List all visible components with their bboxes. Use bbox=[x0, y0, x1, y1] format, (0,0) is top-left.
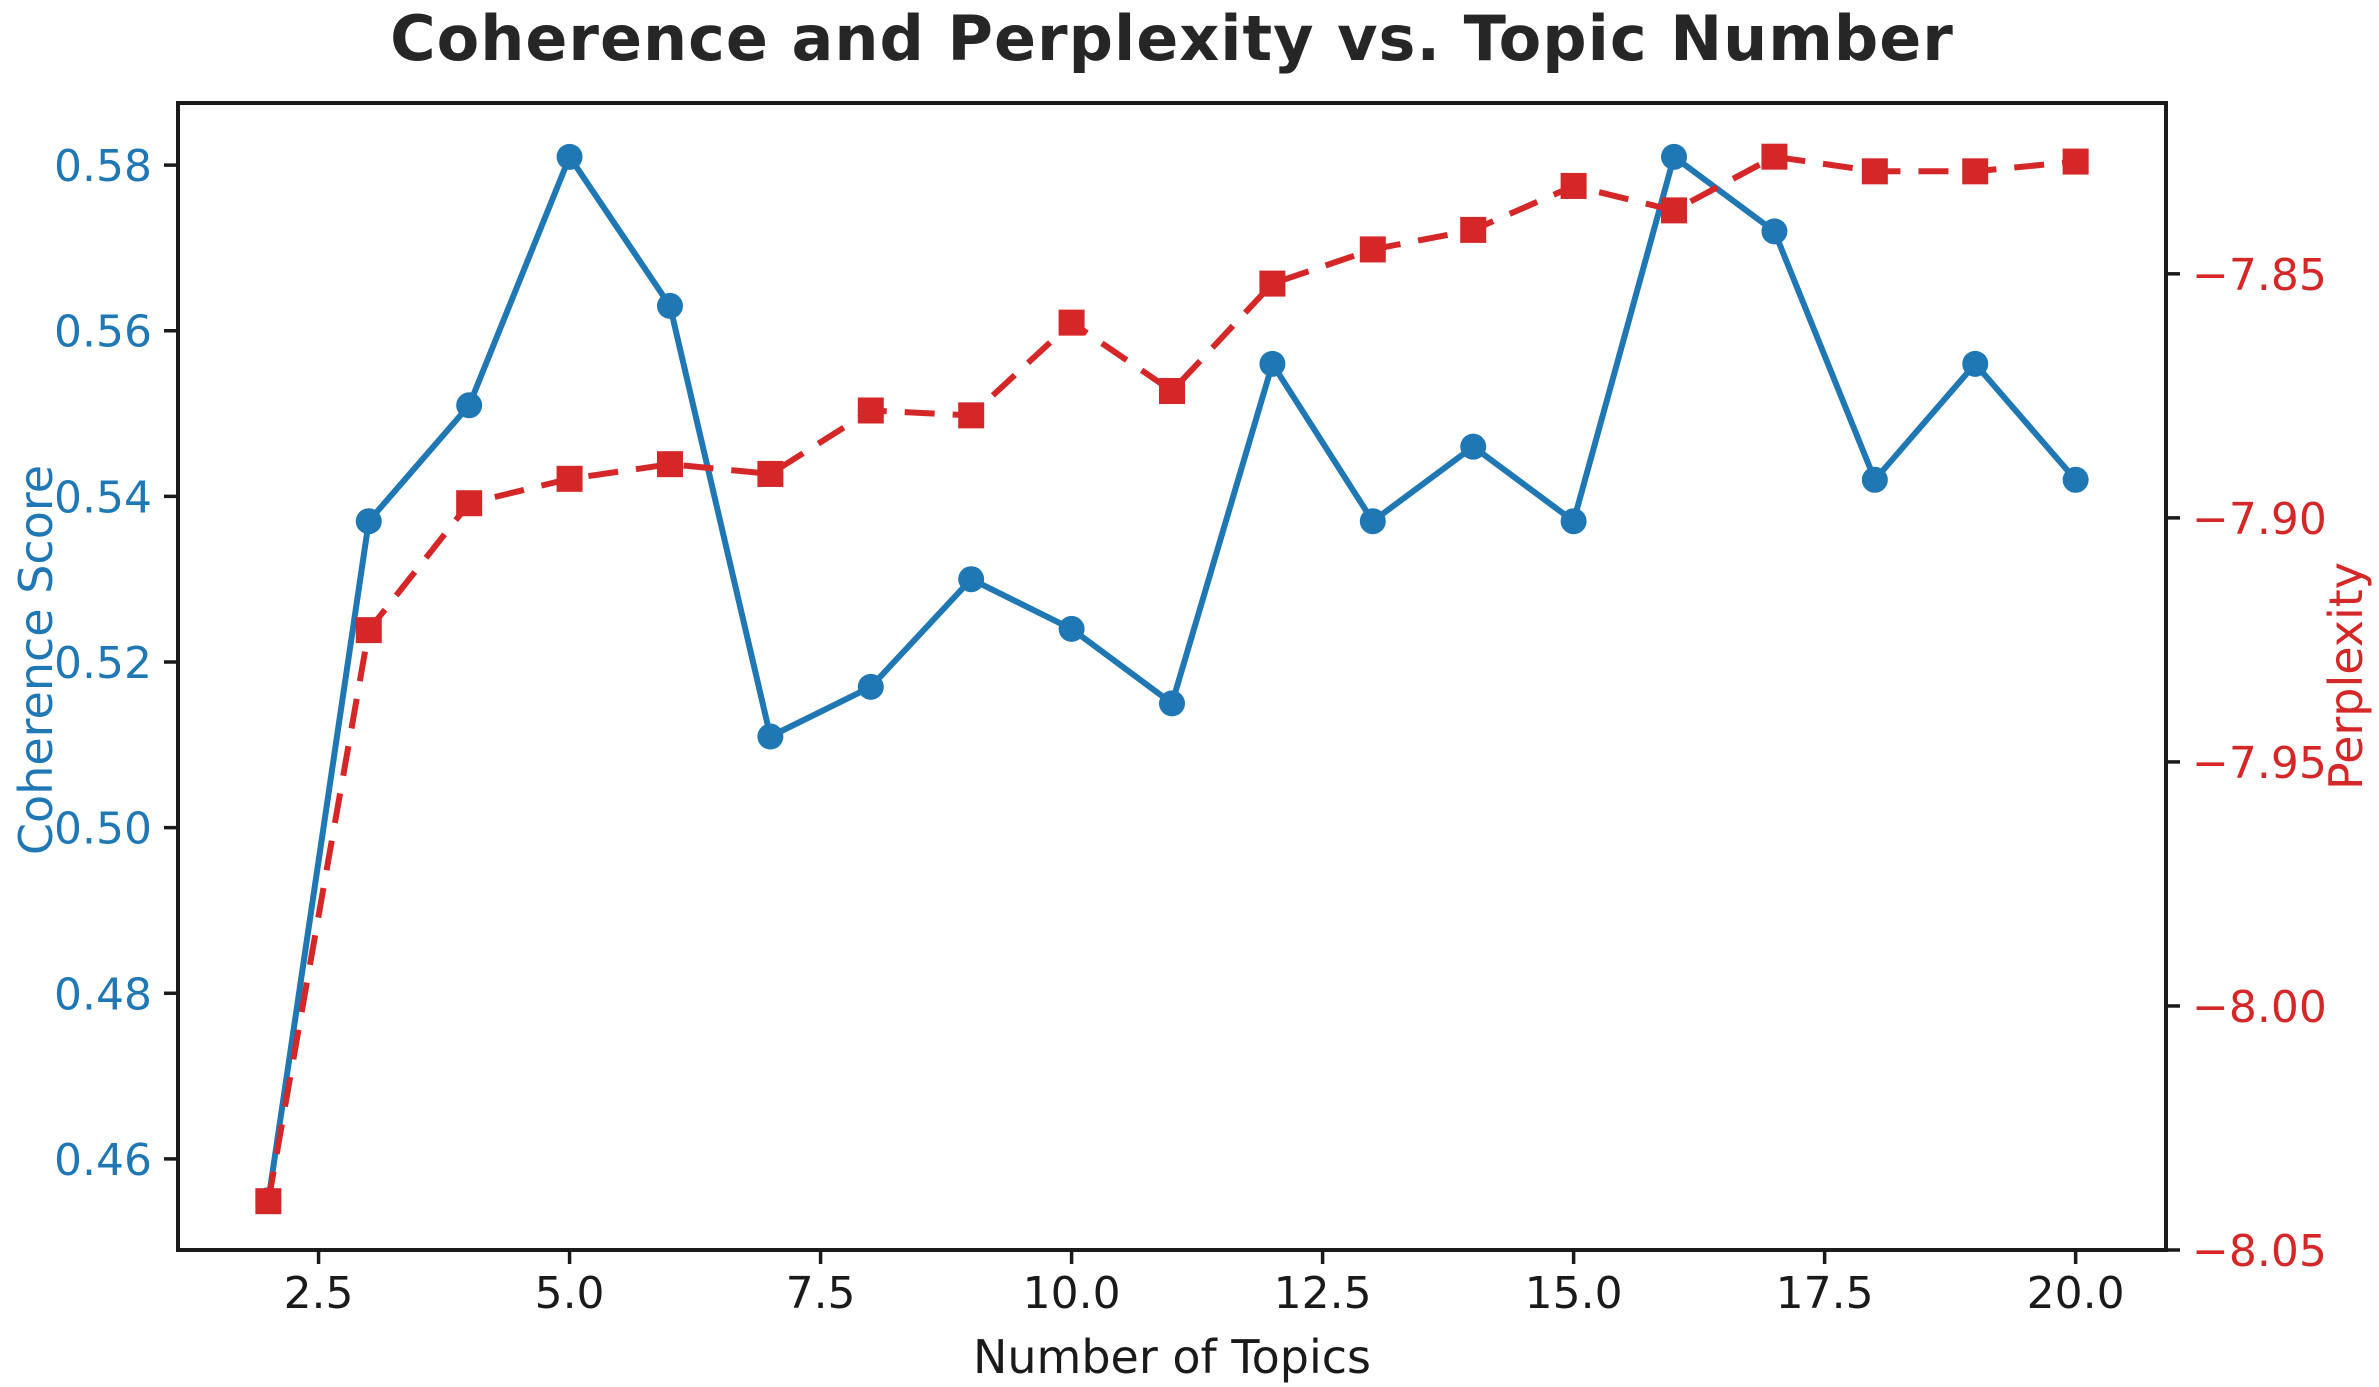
data-point-circle bbox=[1761, 218, 1788, 245]
data-point-circle bbox=[857, 673, 884, 700]
data-point-square bbox=[1460, 216, 1487, 243]
data-point-circle bbox=[355, 508, 382, 535]
plot-frame bbox=[176, 101, 2168, 1252]
left-tick-label: 0.56 bbox=[54, 307, 152, 358]
chart-title: Coherence and Perplexity vs. Topic Numbe… bbox=[390, 2, 1954, 75]
data-point-circle bbox=[1661, 143, 1688, 170]
left-tick-label: 0.54 bbox=[54, 472, 152, 523]
right-tick-label: −7.95 bbox=[2192, 738, 2327, 789]
data-point-circle bbox=[1058, 615, 1085, 642]
right-tick-label: −7.90 bbox=[2192, 494, 2327, 545]
data-point-circle bbox=[1861, 466, 1888, 493]
left-axis-ticks: 0.46 0.48 0.50 0.52 0.54 0.56 0.58 bbox=[54, 141, 178, 1186]
right-tick-label: −7.85 bbox=[2192, 250, 2327, 301]
data-point-square bbox=[1359, 236, 1386, 263]
x-tick-label: 10.0 bbox=[1023, 1268, 1121, 1319]
data-point-square bbox=[556, 465, 583, 492]
data-point-circle bbox=[456, 392, 483, 419]
data-point-square bbox=[355, 617, 382, 644]
coherence-score-line bbox=[265, 153, 2078, 1201]
coherence-score-markers bbox=[255, 143, 2089, 1214]
data-point-circle bbox=[656, 292, 683, 319]
x-tick-label: 2.5 bbox=[284, 1268, 354, 1319]
data-point-square bbox=[2062, 148, 2089, 175]
x-tick-label: 20.0 bbox=[2027, 1268, 2125, 1319]
data-point-square bbox=[255, 1188, 282, 1215]
data-point-square bbox=[1058, 309, 1085, 336]
data-point-square bbox=[1259, 270, 1286, 297]
x-tick-label: 5.0 bbox=[535, 1268, 605, 1319]
data-point-square bbox=[958, 402, 985, 429]
data-point-circle bbox=[1359, 508, 1386, 535]
data-point-square bbox=[456, 490, 483, 517]
x-tick-label: 7.5 bbox=[786, 1268, 856, 1319]
data-point-square bbox=[1661, 197, 1688, 224]
x-axis-ticks: 2.5 5.0 7.5 10.0 12.5 15.0 17.5 20.0 bbox=[284, 1250, 2125, 1319]
data-point-circle bbox=[1560, 508, 1587, 535]
perplexity-markers bbox=[255, 143, 2089, 1215]
data-point-circle bbox=[958, 566, 985, 593]
x-tick-label: 15.0 bbox=[1525, 1268, 1623, 1319]
left-tick-label: 0.48 bbox=[54, 969, 152, 1020]
data-point-circle bbox=[1962, 350, 1989, 377]
data-point-square bbox=[1560, 172, 1587, 199]
data-point-circle bbox=[1159, 690, 1185, 717]
data-point-circle bbox=[757, 723, 784, 750]
data-point-square bbox=[1861, 158, 1888, 185]
left-tick-label: 0.58 bbox=[54, 141, 152, 192]
right-axis-ticks: −8.05 −8.00 −7.95 −7.90 −7.85 bbox=[2166, 250, 2327, 1277]
x-tick-label: 17.5 bbox=[1776, 1268, 1874, 1319]
data-point-circle bbox=[1460, 433, 1487, 460]
data-point-circle bbox=[1259, 350, 1286, 377]
data-point-square bbox=[1761, 143, 1788, 170]
data-point-square bbox=[757, 460, 784, 487]
right-tick-label: −8.05 bbox=[2192, 1226, 2327, 1277]
x-tick-label: 12.5 bbox=[1274, 1268, 1372, 1319]
data-point-circle bbox=[556, 143, 583, 170]
data-point-square bbox=[656, 451, 683, 478]
data-point-square bbox=[1962, 158, 1989, 185]
left-tick-label: 0.46 bbox=[54, 1135, 152, 1186]
left-tick-label: 0.50 bbox=[54, 804, 152, 855]
right-tick-label: −8.00 bbox=[2192, 982, 2327, 1033]
data-point-square bbox=[857, 397, 884, 424]
left-tick-label: 0.52 bbox=[54, 638, 152, 689]
x-axis-label: Number of Topics bbox=[972, 1330, 1372, 1384]
data-point-circle bbox=[2062, 466, 2089, 493]
data-point-square bbox=[1159, 377, 1185, 404]
